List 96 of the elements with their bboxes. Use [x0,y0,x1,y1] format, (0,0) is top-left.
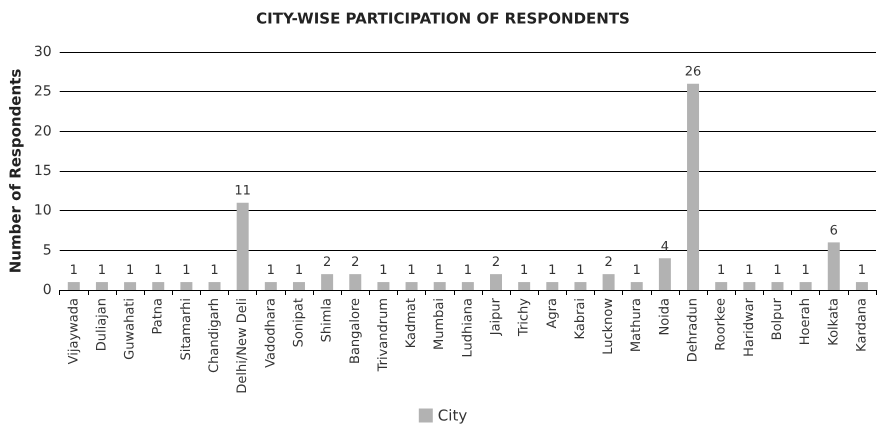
bar [236,202,249,290]
data-label: 1 [436,263,444,278]
data-label: 1 [379,263,388,278]
x-tick-label: Kolkata [826,298,842,346]
x-tick-label: Bolpur [770,297,785,340]
data-label: 1 [717,263,726,278]
bar [96,282,108,290]
data-label: 2 [322,255,332,270]
data-label: 1 [154,263,162,278]
bar [630,282,643,290]
bar [152,282,164,290]
bar [743,282,756,290]
bar [180,282,192,290]
bar [771,282,784,290]
x-tick-label: Kardana [854,298,870,352]
y-axis-title: Number of Respondents [6,68,24,274]
x-tick-label: Guwahati [122,298,138,360]
bar [68,282,80,290]
bar [687,84,700,290]
bar [208,282,221,290]
data-label: 1 [548,263,556,278]
data-label: 2 [351,255,360,270]
x-tick-label: Roorkee [714,298,729,351]
x-tick-label: Bangalore [348,298,363,364]
bar [264,282,277,290]
bar [124,282,136,290]
bar [292,282,305,290]
x-tick-label: Mathura [629,298,644,352]
x-tick-label: Kadmat [404,298,420,348]
data-label: 1 [520,263,528,278]
data-label: 1 [294,263,304,278]
x-tick-label: Chandigarh [207,298,222,373]
x-tick-label: Jaipur [488,297,504,336]
data-label: 1 [576,263,585,278]
data-label: 1 [182,263,191,278]
bar [434,282,446,290]
x-tick-label: Trichy [516,298,532,338]
data-label: 1 [773,263,782,278]
x-tick-label: Patna [150,298,166,335]
data-label: 1 [126,263,134,278]
x-tick-label: Duliajan [94,298,110,352]
y-tick-label: 0 [42,282,52,298]
x-tick-label: Lucknow [601,298,616,355]
x-tick-label: Haridwar [742,297,757,357]
data-label: 1 [266,263,275,278]
bar [406,282,418,290]
x-tick-label: Sitamarhi [178,298,194,361]
data-label: 1 [70,263,78,278]
data-label: 11 [234,184,251,199]
x-tick-label: Sonipat [291,298,306,348]
bar [349,274,362,290]
data-label: 1 [801,263,810,278]
bar [574,282,586,290]
data-label: 1 [632,263,641,278]
x-tick-label: Mumbai [432,298,448,350]
data-label: 2 [492,255,500,270]
bar [658,258,671,290]
y-tick-label: 15 [34,163,52,179]
legend-label: City [438,406,468,424]
x-tick-label: Noida [657,298,672,336]
bar [490,274,502,290]
x-tick-label: Vijaywada [66,298,82,364]
bar [800,282,812,290]
data-label: 6 [830,223,838,238]
y-tick-label: 30 [34,44,52,60]
bar [321,274,334,290]
bar [546,282,558,290]
data-label: 1 [858,263,866,278]
x-tick-label: Vadodhara [263,298,278,368]
y-tick-label: 25 [34,84,52,100]
x-tick-label: Dehradun [686,298,701,362]
x-tick-label: Agra [544,298,560,328]
data-label: 1 [98,263,106,278]
bar [715,282,728,290]
x-tick-label: Shimla [320,298,335,342]
x-tick-label: Kabrai [572,298,588,340]
bar [462,282,474,290]
data-label: 1 [407,263,416,278]
bar [377,282,390,290]
x-tick-label: Ludhiana [460,298,476,358]
x-tick-label: Trivandrum [376,298,391,372]
y-tick-label: 20 [34,123,52,140]
bar [828,242,840,290]
data-label: 1 [210,263,219,278]
bar [602,274,615,290]
bar [518,282,530,290]
data-label: 2 [604,255,613,270]
data-label: 1 [745,263,754,278]
x-tick-label: Hoerah [798,298,814,346]
y-tick-label: 10 [34,202,52,219]
chart-title: CITY-WISE PARTICIPATION OF RESPONDENTS [256,10,630,28]
x-tick-label: Delhi/New Deli [235,298,250,394]
data-label: 1 [464,263,472,278]
bar [856,282,868,290]
data-label: 26 [684,64,702,80]
y-tick-label: 5 [42,242,52,258]
